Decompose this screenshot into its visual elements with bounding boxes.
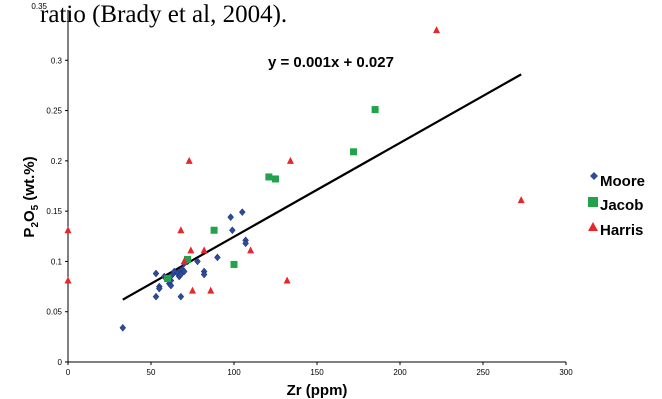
point-moore xyxy=(227,213,235,222)
point-jacob xyxy=(272,175,279,183)
point-harris xyxy=(64,276,72,284)
legend-item-moore: Moore xyxy=(590,172,645,190)
legend-item-jacob: Jacob xyxy=(588,197,643,214)
x-tick-label: 250 xyxy=(476,368,490,377)
point-moore xyxy=(242,239,249,248)
point-harris xyxy=(177,226,185,234)
x-tick-label: 100 xyxy=(227,368,241,377)
point-moore xyxy=(229,226,236,235)
x-tick-label: 200 xyxy=(393,368,407,377)
point-jacob xyxy=(184,255,192,263)
x-tick-label: 300 xyxy=(559,368,573,377)
x-axis-label: Zr (ppm) xyxy=(287,382,348,399)
legend-item-harris: Harris xyxy=(588,222,643,239)
point-moore xyxy=(180,267,188,276)
point-harris xyxy=(189,286,196,294)
point-jacob xyxy=(265,173,273,181)
x-tick-label: 0 xyxy=(66,368,71,377)
legend-label-harris: Harris xyxy=(600,222,643,239)
point-jacob xyxy=(230,260,238,268)
point-harris xyxy=(433,26,441,34)
point-harris xyxy=(187,246,195,254)
legend-marker-harris xyxy=(588,222,598,231)
plot-area: 0 0.05 0.1 0.15 0.2 0.25 0.3 0 50 100 150 200 250 30… xyxy=(46,10,573,377)
x-tick-label: 50 xyxy=(147,368,156,377)
point-harris xyxy=(185,156,193,164)
point-moore xyxy=(200,270,208,279)
y-tick-label: 0.1 xyxy=(51,257,63,266)
point-moore xyxy=(177,292,185,301)
y-tick-label: 0.2 xyxy=(51,157,63,166)
point-moore xyxy=(152,292,160,301)
y-tick-label: 0.05 xyxy=(46,308,62,317)
point-harris xyxy=(180,257,188,265)
point-harris xyxy=(283,276,291,284)
point-harris xyxy=(517,196,525,204)
point-moore xyxy=(167,281,175,290)
trendline-equation: y = 0.001x + 0.027 xyxy=(268,54,394,71)
point-jacob xyxy=(371,106,379,114)
point-jacob xyxy=(350,148,358,156)
y-tick-label: 0.15 xyxy=(46,207,62,216)
y-tick-label: 0.3 xyxy=(51,56,63,65)
point-moore xyxy=(152,269,160,278)
point-jacob xyxy=(164,275,172,283)
y-axis-label: P2O5 (wt.%) xyxy=(21,156,41,237)
point-harris xyxy=(64,226,72,234)
y-ticks: 0 0.05 0.1 0.15 0.2 0.25 0.3 xyxy=(46,56,68,367)
caption-text: ratio (Brady et al, 2004). xyxy=(40,1,287,28)
y-tick-label-top: 0.35 xyxy=(31,2,47,11)
point-harris xyxy=(247,246,255,254)
legend-marker-jacob xyxy=(588,197,598,207)
data-points xyxy=(64,26,525,332)
x-ticks: 0 50 100 150 200 250 300 xyxy=(66,362,573,377)
y-tick-label: 0 xyxy=(58,358,63,367)
x-tick-label: 150 xyxy=(310,368,324,377)
legend-label-jacob: Jacob xyxy=(600,197,643,214)
point-moore xyxy=(155,284,163,293)
point-moore xyxy=(119,323,127,332)
point-harris xyxy=(207,286,215,294)
point-harris xyxy=(200,246,208,254)
point-moore xyxy=(194,257,201,266)
legend: Moore Jacob Harris xyxy=(588,172,645,239)
point-moore xyxy=(214,253,221,262)
legend-marker-moore xyxy=(590,172,598,180)
point-moore xyxy=(238,208,246,217)
point-jacob xyxy=(210,226,218,234)
point-harris xyxy=(286,156,294,164)
y-tick-label: 0.25 xyxy=(46,107,62,116)
legend-label-moore: Moore xyxy=(600,173,645,190)
